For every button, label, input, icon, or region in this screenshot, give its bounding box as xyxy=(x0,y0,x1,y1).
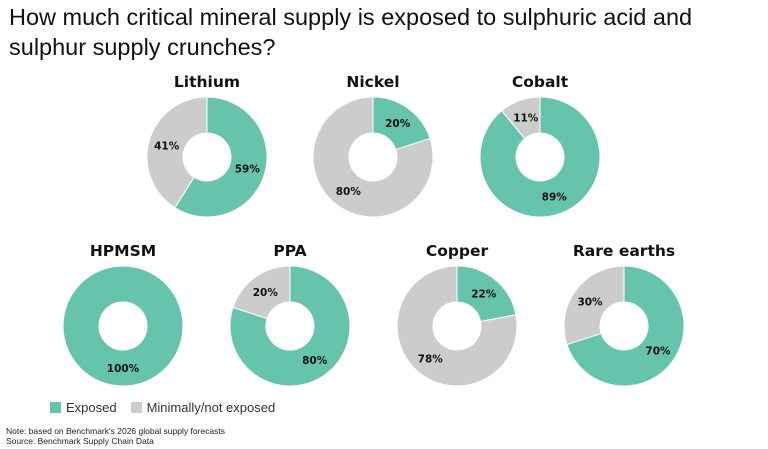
donut-title-rare-earths: Rare earths xyxy=(573,242,675,260)
donut-copper: Copper 22% 78% xyxy=(396,242,518,387)
donut-title-ppa: PPA xyxy=(273,242,306,260)
slice-label-ppa-exposed: 80% xyxy=(302,355,328,367)
slice-label-hpmsm-exposed: 100% xyxy=(107,363,140,375)
donut-title-copper: Copper xyxy=(426,242,489,260)
chart-title: How much critical mineral supply is expo… xyxy=(9,4,693,60)
slice-cobalt-not-exposed xyxy=(501,96,541,140)
donut-title-lithium: Lithium xyxy=(174,73,240,91)
donut-ppa: PPA 80% 20% xyxy=(229,242,351,387)
legend: Exposed Minimally/not exposed xyxy=(50,400,289,415)
slice-label-nickel-exposed: 20% xyxy=(385,118,411,130)
footer-note: Note: based on Benchmark's 2026 global s… xyxy=(6,426,225,436)
slice-label-rare-earths-exposed: 70% xyxy=(645,346,671,358)
slice-label-copper-exposed: 22% xyxy=(471,289,497,301)
slice-label-nickel-not-exposed: 80% xyxy=(336,186,362,198)
donut-hpmsm: HPMSM 100% xyxy=(62,242,184,387)
donut-lithium: Lithium 59% 41% xyxy=(146,73,268,218)
footer: Note: based on Benchmark's 2026 global s… xyxy=(6,426,225,446)
donut-title-nickel: Nickel xyxy=(346,73,399,91)
slice-cobalt-exposed xyxy=(479,96,601,218)
donut-rare-earths: Rare earths 70% 30% xyxy=(563,242,685,387)
slice-rare-earths-exposed xyxy=(566,265,685,387)
legend-label-not-exposed: Minimally/not exposed xyxy=(146,400,276,415)
donut-title-hpmsm: HPMSM xyxy=(90,242,156,260)
slice-label-lithium-not-exposed: 41% xyxy=(154,140,180,152)
slice-label-cobalt-exposed: 89% xyxy=(542,192,568,204)
slice-label-rare-earths-not-exposed: 30% xyxy=(577,296,603,308)
legend-label-exposed: Exposed xyxy=(66,400,117,415)
slice-label-ppa-not-exposed: 20% xyxy=(253,287,279,299)
slice-label-lithium-exposed: 59% xyxy=(235,164,261,176)
legend-swatch-exposed xyxy=(50,402,61,413)
slice-nickel-not-exposed xyxy=(312,96,434,218)
slice-lithium-not-exposed xyxy=(146,96,208,209)
legend-item-not-exposed: Minimally/not exposed xyxy=(130,400,276,415)
legend-item-exposed: Exposed xyxy=(50,400,117,415)
donut-title-cobalt: Cobalt xyxy=(512,73,569,91)
legend-swatch-not-exposed xyxy=(130,402,142,413)
slice-label-copper-not-exposed: 78% xyxy=(418,353,444,365)
slice-rare-earths-not-exposed xyxy=(563,265,625,346)
slice-lithium-exposed xyxy=(174,96,268,218)
footer-source: Source: Benchmark Supply Chain Data xyxy=(6,435,154,446)
donut-nickel: Nickel 20% 80% xyxy=(312,73,434,218)
slice-ppa-exposed xyxy=(229,265,351,387)
slice-label-cobalt-not-exposed: 11% xyxy=(513,112,539,124)
donut-cobalt: Cobalt 89% 11% xyxy=(479,73,601,218)
slice-copper-not-exposed xyxy=(396,265,518,387)
slice-hpmsm-exposed xyxy=(62,265,184,387)
slice-ppa-not-exposed xyxy=(232,265,291,320)
